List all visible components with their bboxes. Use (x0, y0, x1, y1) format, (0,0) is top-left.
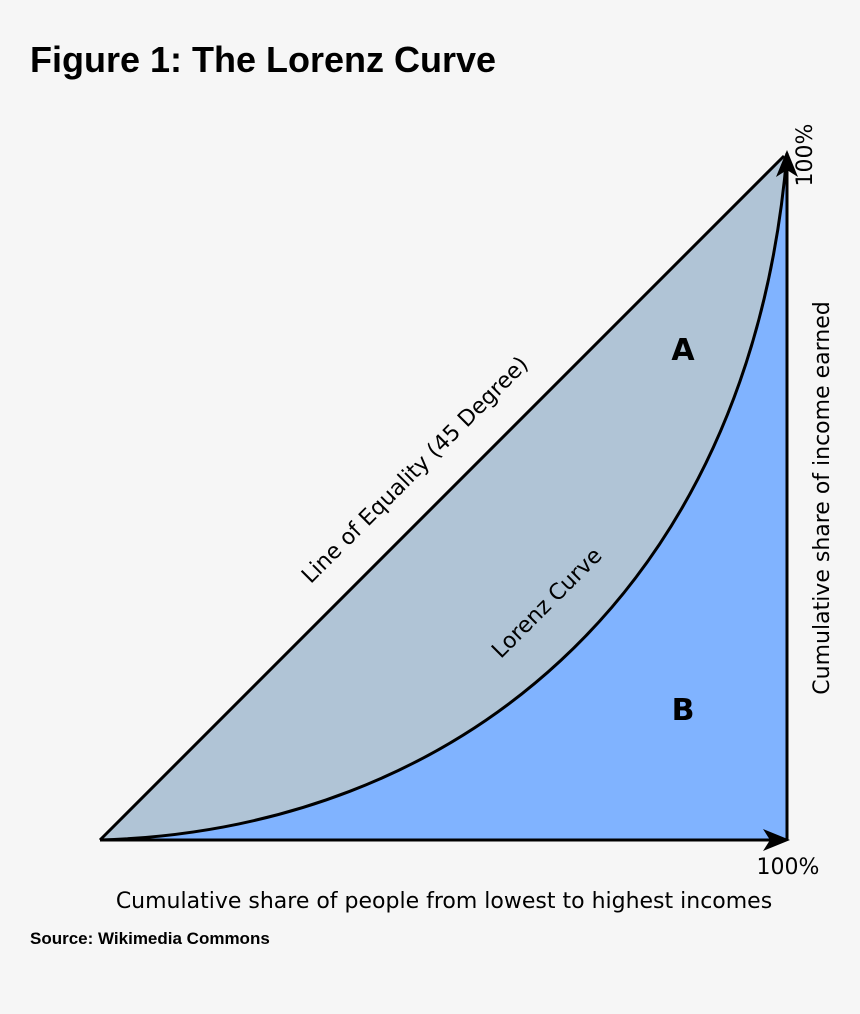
title: Figure 1: The Lorenz Curve (30, 39, 496, 80)
y-arrow (776, 150, 798, 177)
y-axis-label: Cumulative share of income earned (810, 301, 835, 694)
area-b-label: B (672, 693, 695, 728)
area-b (100, 153, 787, 840)
y-end-label: 100% (793, 124, 818, 187)
area-a-label: A (671, 333, 695, 368)
x-end-label: 100% (757, 855, 820, 880)
source: Source: Wikimedia Commons (30, 929, 270, 948)
lorenz-curve (99, 152, 789, 842)
x-axis-label: Cumulative share of people from lowest t… (116, 889, 772, 914)
x-arrow (763, 829, 790, 851)
equality-line (98, 154, 786, 842)
